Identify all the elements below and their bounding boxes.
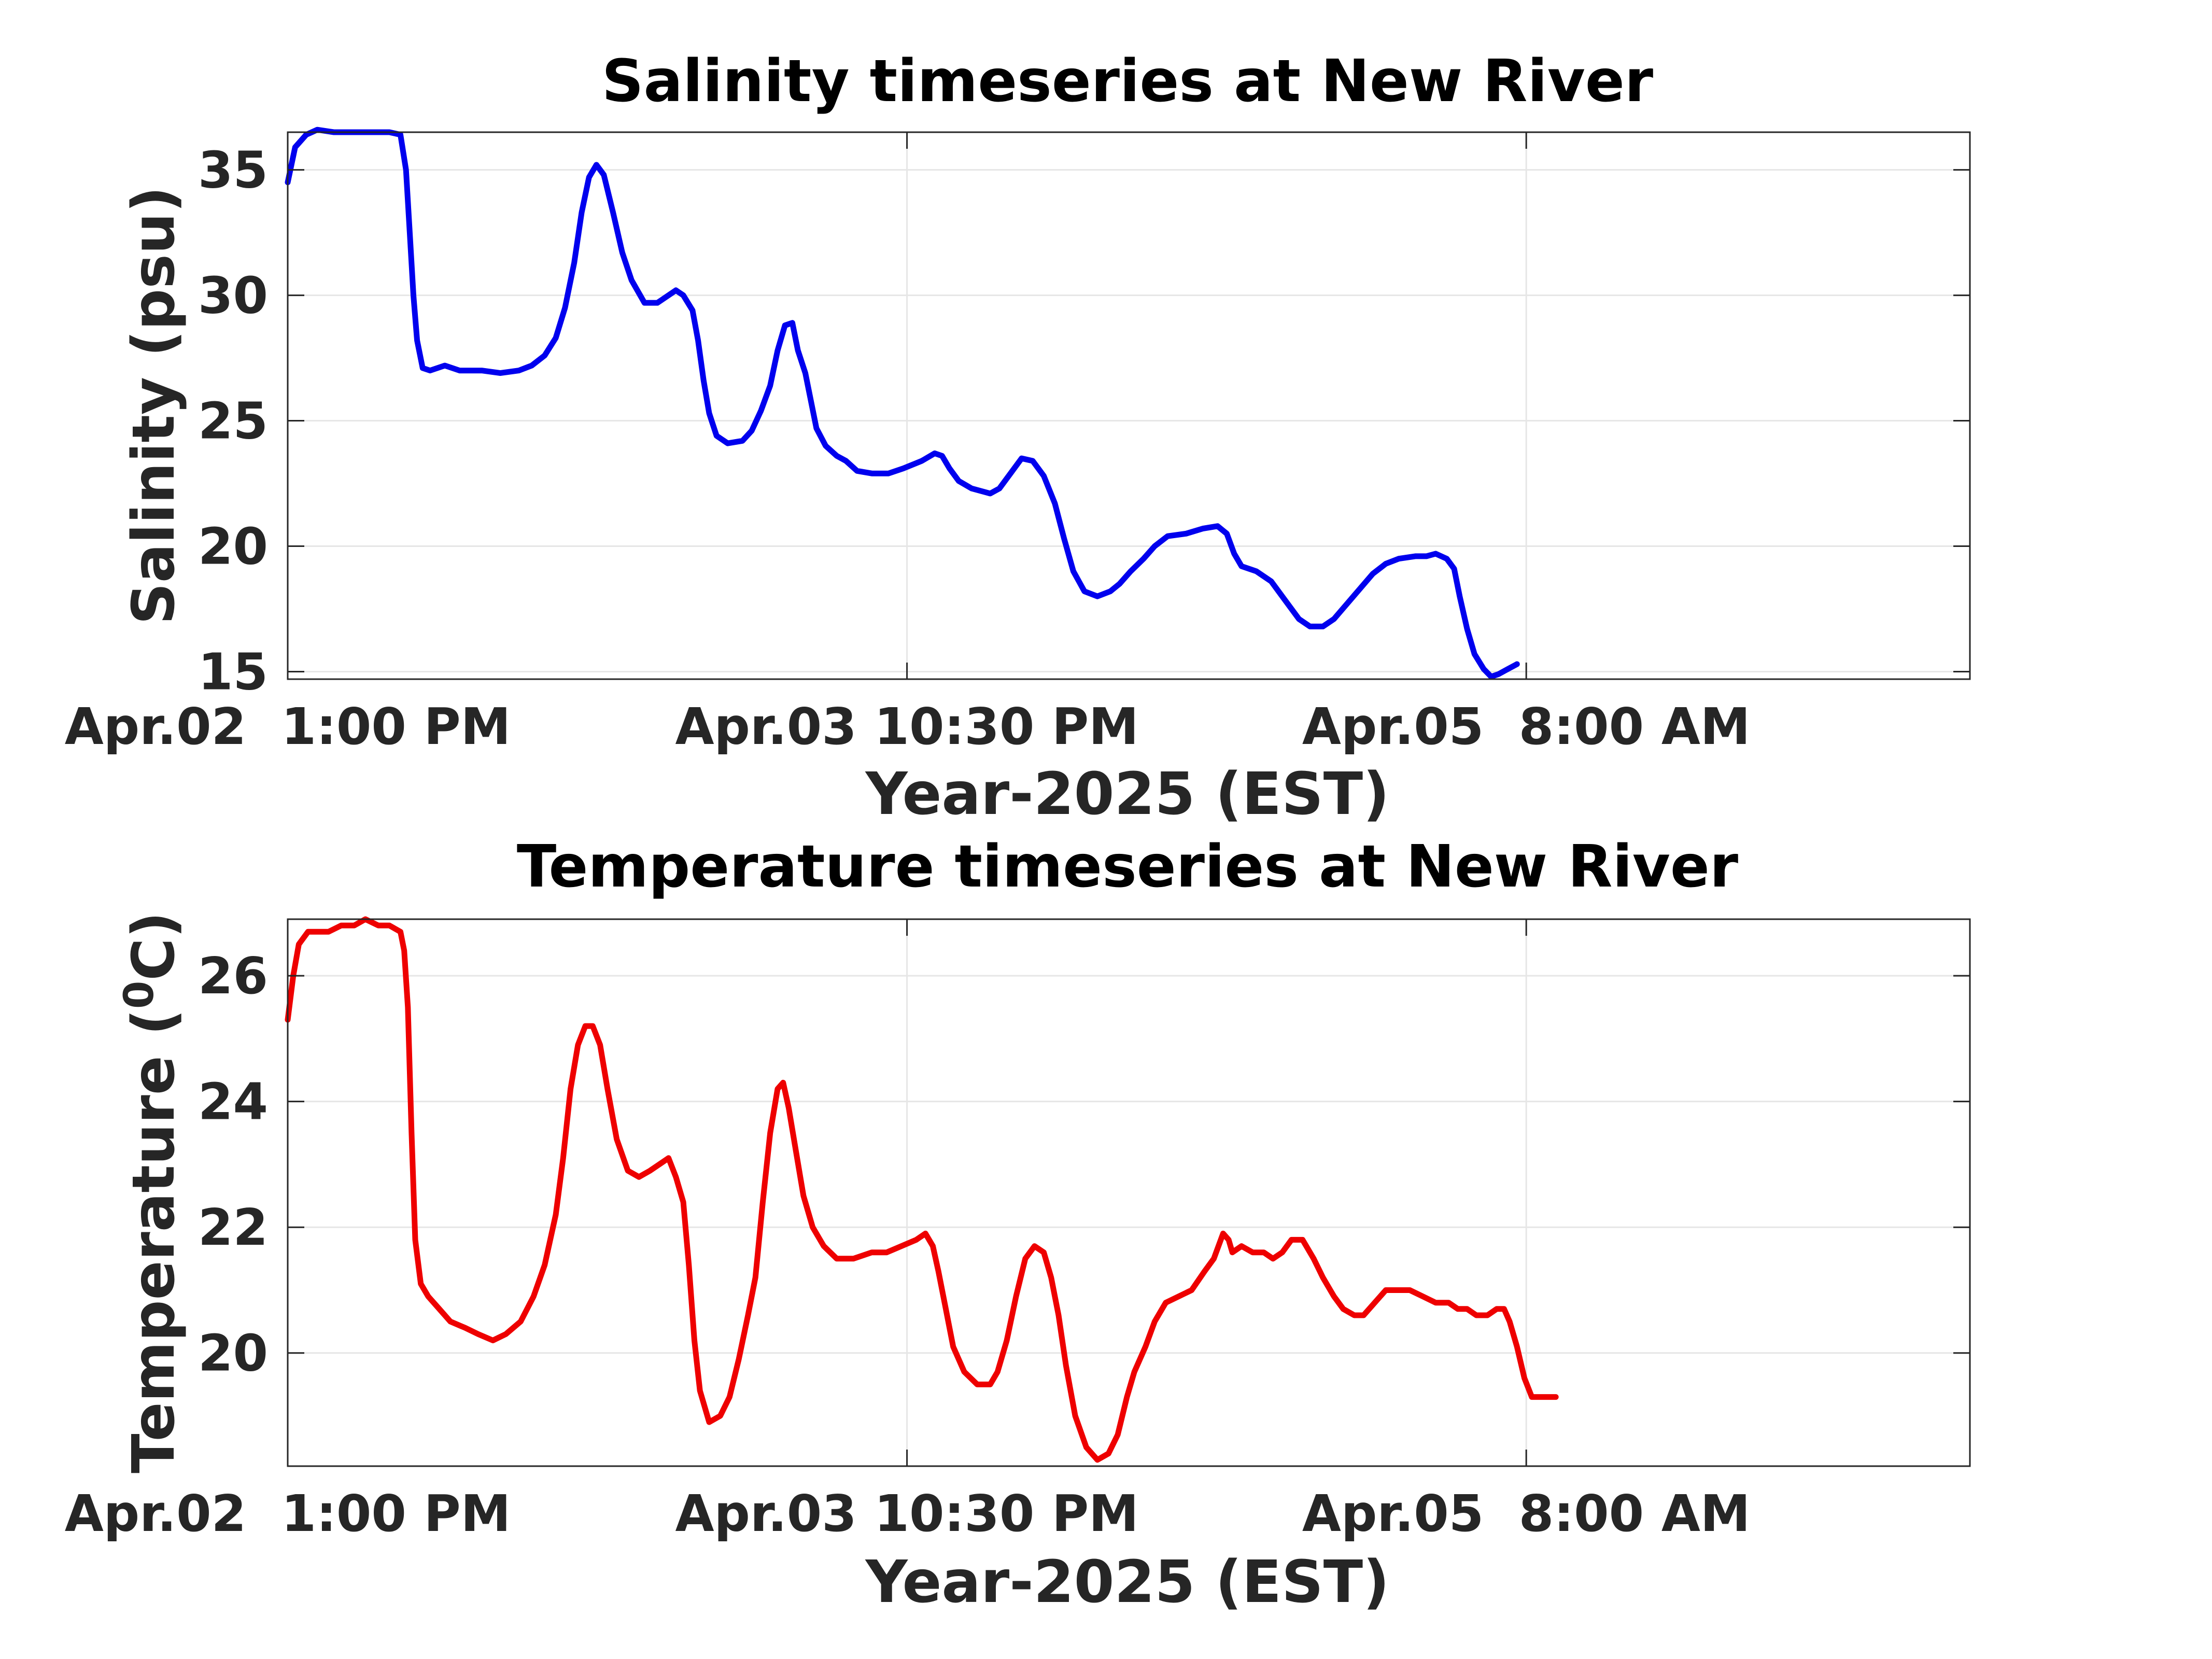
- salinity-y-tick-label: 30: [198, 266, 268, 325]
- temperature-series-line: [285, 916, 1559, 1463]
- temperature-y-axis-label-unit: C): [120, 911, 188, 980]
- temperature-x-tick-label: Apr.02 1:00 PM: [65, 1484, 511, 1543]
- salinity-chart: Salinity timeseries at New River 15 20 25 3…: [65, 48, 1971, 828]
- temperature-y-tick-label: 26: [198, 947, 268, 1005]
- salinity-chart-title: Salinity timeseries at New River: [602, 48, 1653, 115]
- salinity-x-tick-label: Apr.05 8:00 AM: [1302, 697, 1751, 756]
- salinity-y-tick-label: 35: [198, 141, 268, 200]
- salinity-y-axis-label: Salinity (psu): [120, 186, 188, 625]
- salinity-x-tick-label: Apr.03 10:30 PM: [675, 697, 1138, 756]
- temperature-y-axis-label-superscript: 0: [116, 981, 163, 1009]
- temperature-y-axis-label: Temperature (0C): [116, 911, 188, 1473]
- salinity-y-tick-label: 15: [198, 642, 268, 701]
- salinity-x-tick-label: Apr.02 1:00 PM: [65, 697, 511, 756]
- salinity-series-layer: [285, 126, 1520, 680]
- salinity-y-tick-label: 20: [198, 517, 268, 576]
- salinity-ticks: 15 20 25 30 35 Apr.02 1:00 PM Apr.03 10:30 PM A…: [65, 132, 1970, 756]
- temperature-x-tick-label: Apr.03 10:30 PM: [675, 1484, 1138, 1543]
- temperature-chart: Temperature timeseries at New River 20 22…: [65, 833, 1971, 1616]
- temperature-y-tick-label: 24: [198, 1073, 268, 1131]
- temperature-x-tick-label: Apr.05 8:00 AM: [1302, 1484, 1751, 1543]
- salinity-plot-area: [287, 131, 1971, 680]
- salinity-y-tick-label: 25: [198, 392, 268, 451]
- temperature-y-axis-label-main: Temperature (: [120, 1009, 188, 1473]
- temperature-y-tick-label: 22: [198, 1198, 268, 1257]
- temperature-chart-title: Temperature timeseries at New River: [517, 833, 1738, 901]
- temperature-plot-area: [287, 918, 1971, 1467]
- salinity-series-line: [285, 126, 1520, 680]
- temperature-series-layer: [285, 916, 1559, 1463]
- salinity-x-axis-label: Year-2025 (EST): [865, 761, 1390, 828]
- temperature-ticks: 20 22 24 26 Apr.02 1:00 PM Apr.03 10:30 PM Apr…: [65, 919, 1970, 1543]
- temperature-x-axis-label: Year-2025 (EST): [865, 1549, 1390, 1616]
- temperature-y-tick-label: 20: [198, 1324, 268, 1383]
